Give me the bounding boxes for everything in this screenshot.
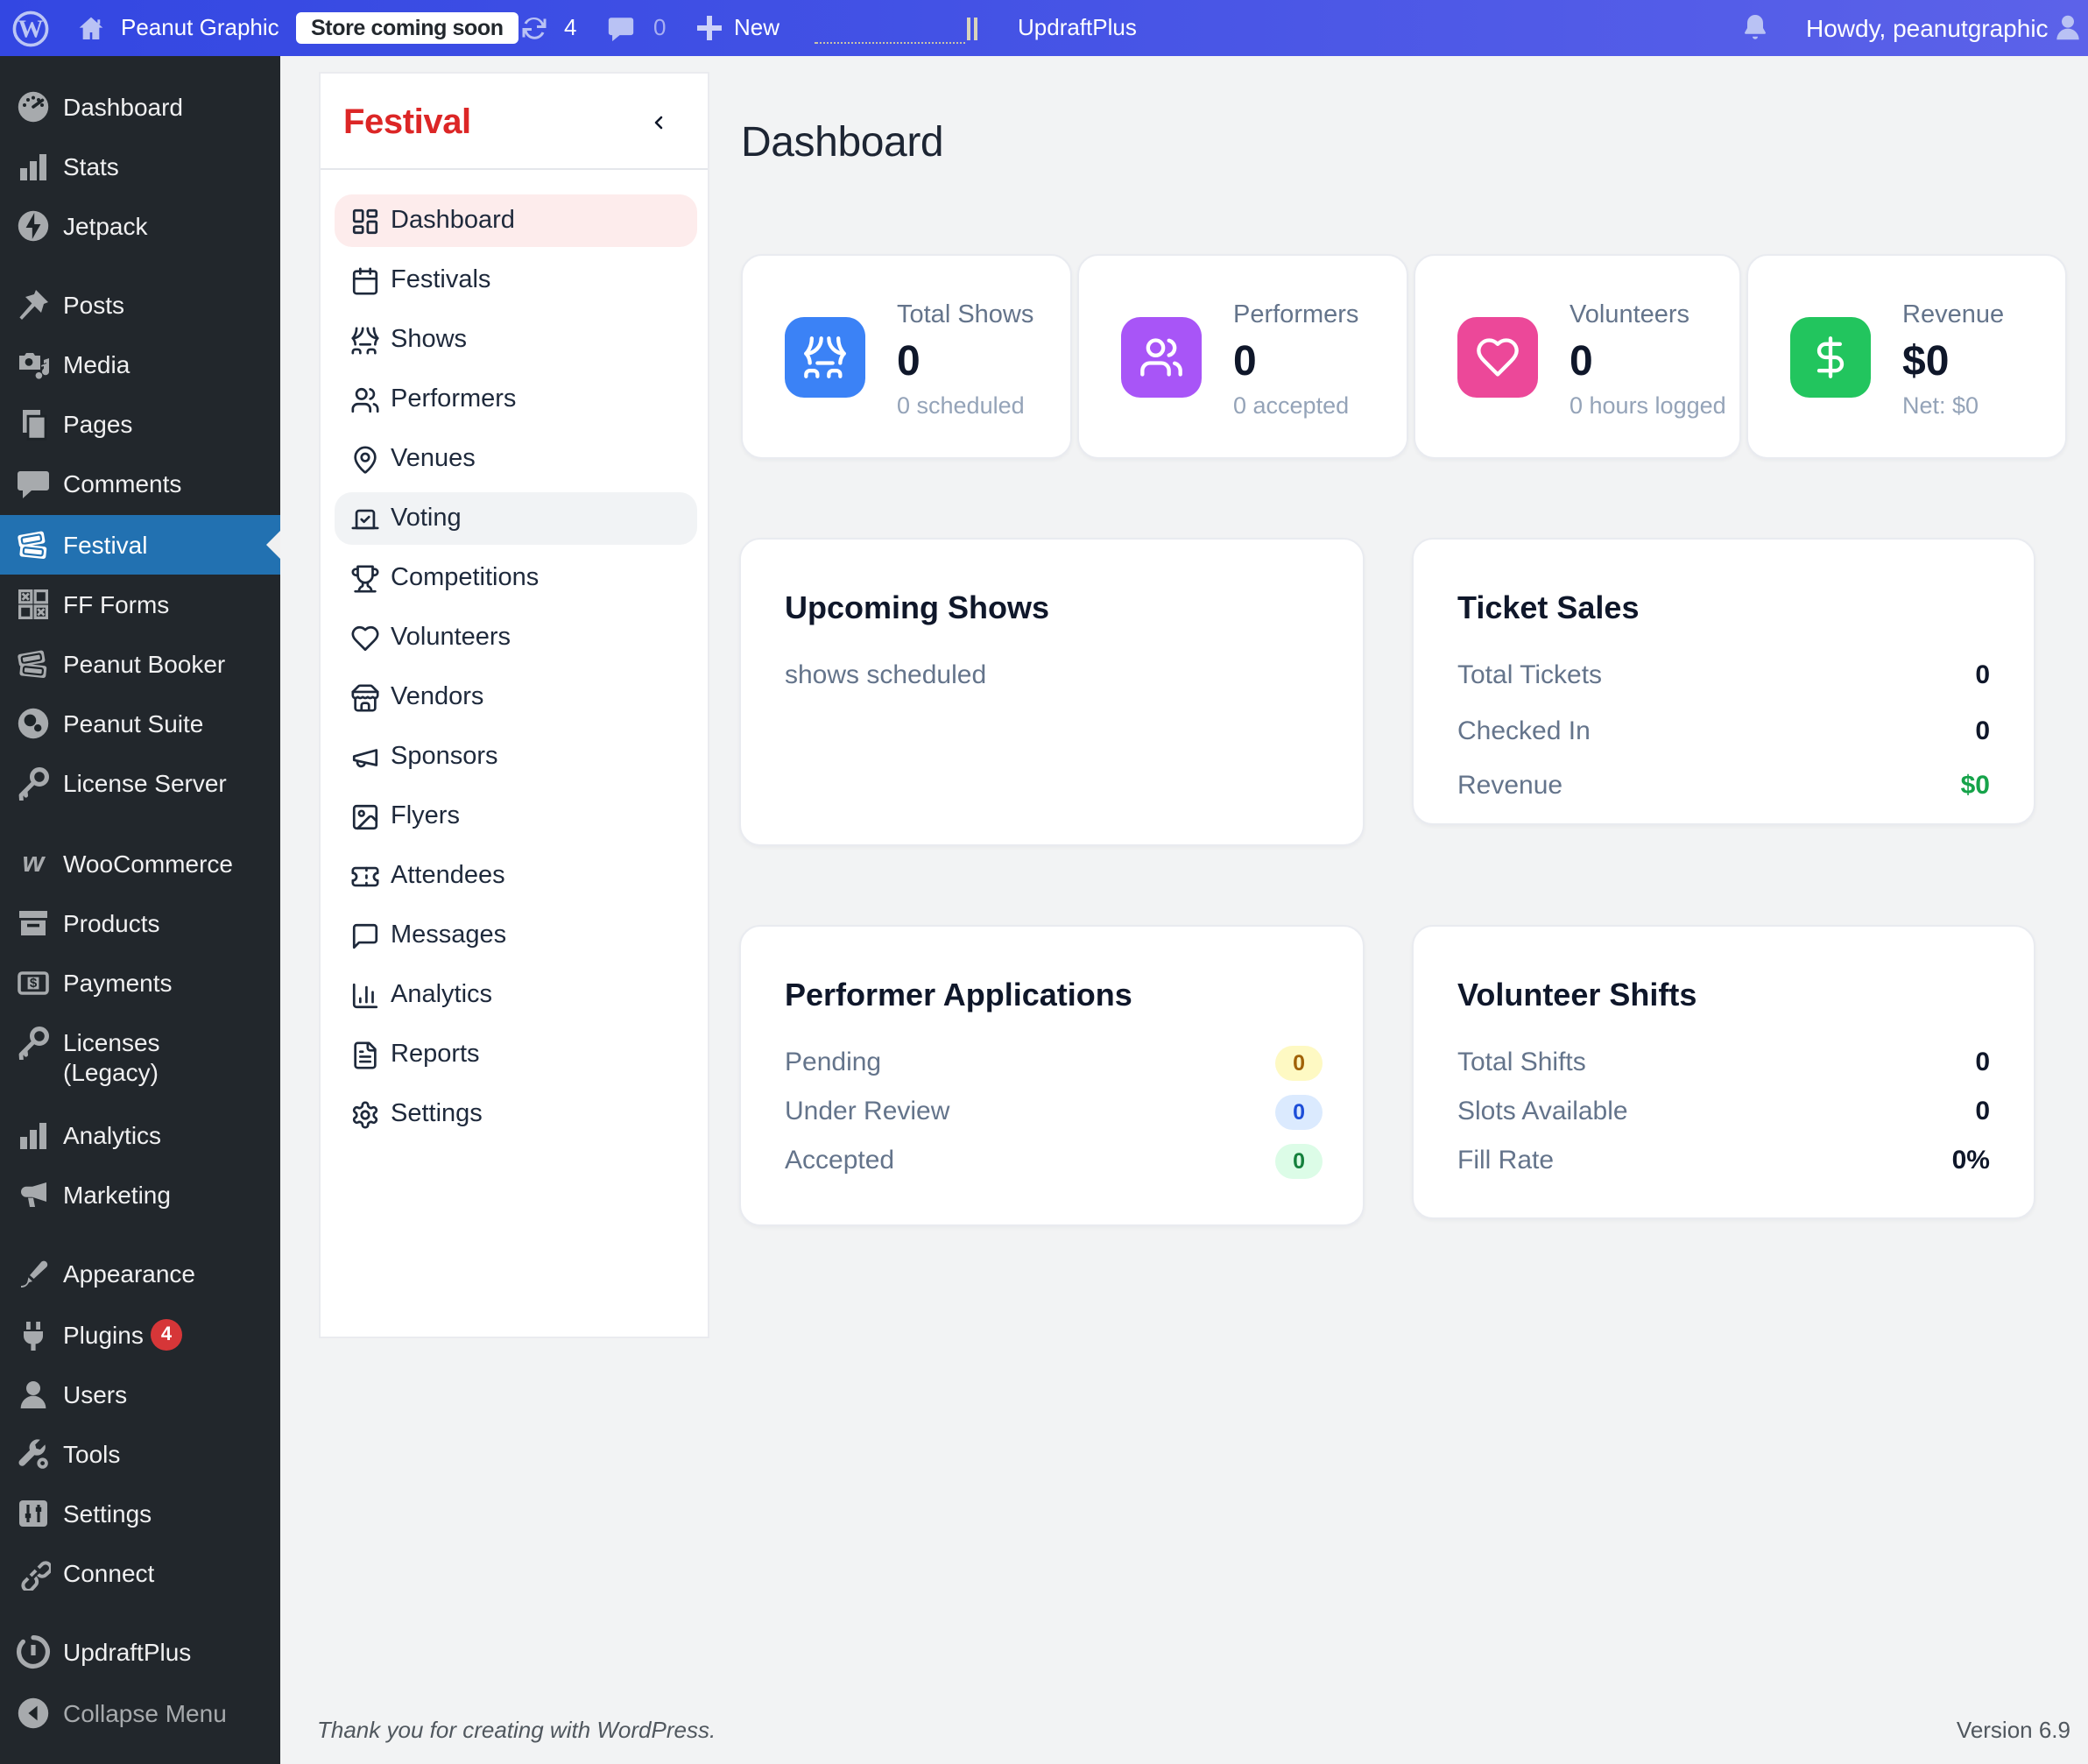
svg-text:W: W	[18, 14, 43, 42]
svg-text:$: $	[30, 976, 38, 991]
svg-text:w: w	[23, 846, 46, 878]
